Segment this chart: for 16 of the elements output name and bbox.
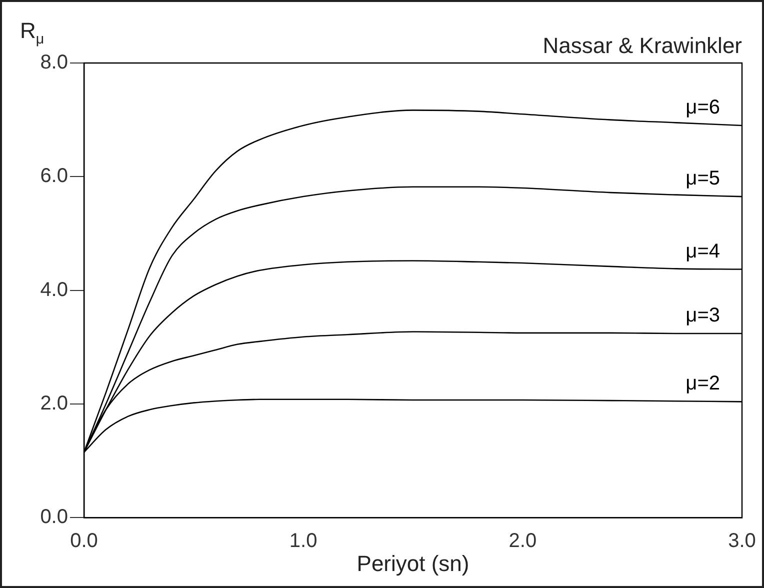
y-tick-label: 4.0 bbox=[40, 278, 68, 301]
x-axis-title: Periyot (sn) bbox=[356, 550, 470, 576]
x-tick-label: 0.0 bbox=[70, 530, 98, 552]
y-tick-label: 6.0 bbox=[40, 165, 68, 188]
series-label: μ=2 bbox=[686, 372, 720, 395]
y-tick-label: 8.0 bbox=[40, 52, 68, 74]
x-tick-label: 1.0 bbox=[289, 530, 318, 552]
x-tick-label: 2.0 bbox=[508, 530, 537, 552]
series-label: μ=4 bbox=[686, 240, 720, 262]
series-label: μ=6 bbox=[686, 96, 720, 119]
series-label: μ=3 bbox=[686, 304, 720, 326]
chart-title: Nassar & Krawinkler bbox=[542, 33, 742, 58]
y-tick-label: 0.0 bbox=[40, 506, 68, 528]
series-label: μ=5 bbox=[686, 168, 720, 190]
x-tick-label: 3.0 bbox=[728, 530, 756, 552]
y-tick-label: 2.0 bbox=[40, 392, 68, 414]
